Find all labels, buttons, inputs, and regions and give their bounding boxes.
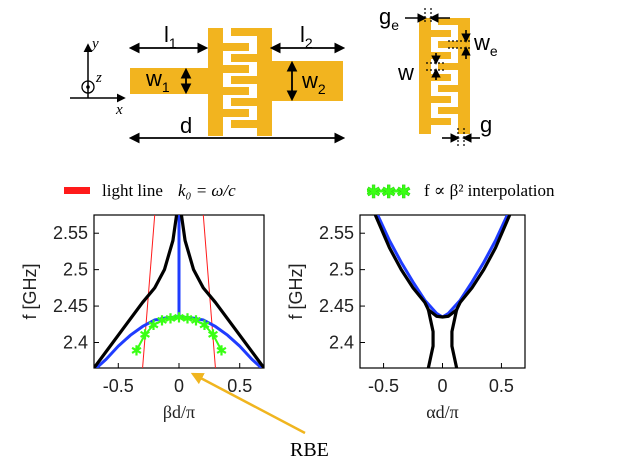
interpolation-formula: f ∝ β² interpolation <box>424 181 555 200</box>
svg-text:w2: w2 <box>301 68 326 97</box>
series-line <box>135 316 223 351</box>
light-line <box>142 215 156 368</box>
y-tick-label: 2.45 <box>319 296 354 316</box>
y-tick-label: 2.5 <box>329 260 354 280</box>
svg-text:ge: ge <box>379 4 399 33</box>
we-label: w <box>473 30 490 55</box>
x-tick-label: 0.5 <box>489 376 514 396</box>
d-label: d <box>180 113 192 138</box>
interpolation-marker: ✱ <box>182 310 194 326</box>
dimension-lines <box>128 42 346 144</box>
interpolation-marker: ✱ <box>131 343 143 359</box>
interpolation-marker: ✱ <box>165 310 177 326</box>
y-tick-label: 2.55 <box>53 223 88 243</box>
y-tick-label: 2.55 <box>319 223 354 243</box>
x-tick-label: 0 <box>174 376 184 396</box>
interpolation-swatch: ✱✱✱ <box>366 182 412 203</box>
w2-label: w <box>301 68 318 93</box>
we-subscript: e <box>490 43 498 59</box>
interpolation-marker: ✱ <box>190 313 202 329</box>
microstrip-cell <box>130 28 343 136</box>
y-tick-label: 2.4 <box>63 333 88 353</box>
capacitor-detail-diagram: ge we w g <box>379 4 498 146</box>
interpolation-marker: ✱ <box>207 326 219 342</box>
z-axis-icon <box>81 80 95 94</box>
y-tick-label: 2.45 <box>53 296 88 316</box>
interpolation-marker: ✱ <box>139 326 151 342</box>
series-line <box>376 215 509 319</box>
l2-label: l <box>300 22 305 47</box>
l2-subscript: 2 <box>305 35 313 51</box>
svg-text:w1: w1 <box>145 66 170 95</box>
interpolation-marker: ✱ <box>156 313 168 329</box>
series-line <box>179 215 264 368</box>
x-tick-label: 0.5 <box>227 376 252 396</box>
y-tick-label: 2.4 <box>329 333 354 353</box>
plot-alpha: -0.5 0 0.5 2.4 2.45 2.5 2.55 αd/π f [GHz] <box>286 214 526 422</box>
y-axis-label: f [GHz] <box>20 263 40 319</box>
capacitor-detail-metal <box>419 18 470 134</box>
series-line <box>94 215 179 368</box>
l1-subscript: 1 <box>169 35 177 51</box>
axis-z-label: z <box>95 70 102 86</box>
capacitor-detail-dimensions <box>405 8 480 146</box>
axis-x-label: x <box>115 102 123 118</box>
light-line <box>202 215 216 368</box>
interpolation-marker: ✱ <box>173 310 185 326</box>
x-axis-label: αd/π <box>426 402 459 422</box>
y-tick-label: 2.5 <box>63 260 88 280</box>
w-label: w <box>397 60 414 85</box>
svg-text:l1: l1 <box>164 22 177 51</box>
l1-label: l <box>164 22 169 47</box>
w2-subscript: 2 <box>318 81 326 97</box>
axis-y-label: y <box>90 36 99 52</box>
series-line <box>426 308 459 319</box>
svg-text:l2: l2 <box>300 22 313 51</box>
g-label: g <box>480 112 492 137</box>
light-line-swatch <box>64 187 90 194</box>
x-tick-label: -0.5 <box>368 376 399 396</box>
legend: light line k₀ = ω/c ✱✱✱ f ∝ β² interpola… <box>64 181 555 202</box>
ge-subscript: e <box>391 17 399 33</box>
interpolation-marker: ✱ <box>216 343 228 359</box>
rbe-label: RBE <box>290 439 329 461</box>
w1-label: w <box>145 66 162 91</box>
x-tick-label: -0.5 <box>103 376 134 396</box>
x-tick-label: 0 <box>437 376 447 396</box>
x-axis-label: βd/π <box>163 402 195 422</box>
series-line <box>450 215 512 368</box>
svg-text:we: we <box>473 30 498 59</box>
interpolation-marker: ✱ <box>148 317 160 333</box>
interpolation-marker: ✱ <box>199 317 211 333</box>
light-line-text: light line <box>102 181 163 200</box>
w1-subscript: 1 <box>162 79 170 95</box>
ge-label: g <box>379 4 391 29</box>
rbe-annotation: RBE <box>190 372 329 461</box>
svg-text:✱✱✱: ✱✱✱ <box>366 182 411 202</box>
rbe-arrow <box>190 372 306 435</box>
light-line-formula: k₀ = ω/c <box>178 181 236 200</box>
series-line <box>373 215 435 368</box>
coordinate-axes: y z x <box>70 36 126 118</box>
unit-cell-diagram: y z x <box>70 22 346 144</box>
y-axis-label: f [GHz] <box>286 263 306 319</box>
